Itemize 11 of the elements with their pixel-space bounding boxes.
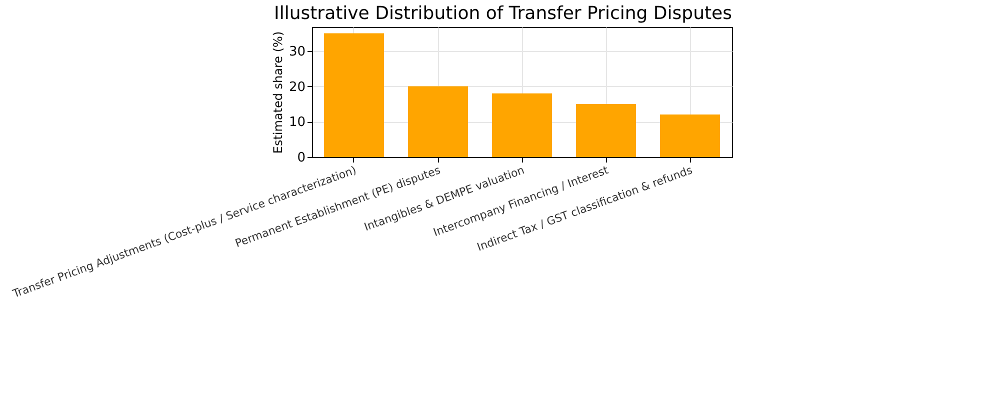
y-tick-label: 10 <box>288 115 306 130</box>
y-tick-label: 30 <box>288 44 306 60</box>
bar <box>492 93 552 157</box>
bar <box>324 33 384 157</box>
y-tick-label: 20 <box>288 80 306 95</box>
y-axis-title: Estimated share (%) <box>270 31 285 154</box>
bar <box>660 114 720 157</box>
y-tick-label: 0 <box>297 150 306 166</box>
bar <box>408 86 468 157</box>
bar <box>576 104 636 157</box>
chart-title: Illustrative Distribution of Transfer Pricing Disputes <box>274 3 732 24</box>
